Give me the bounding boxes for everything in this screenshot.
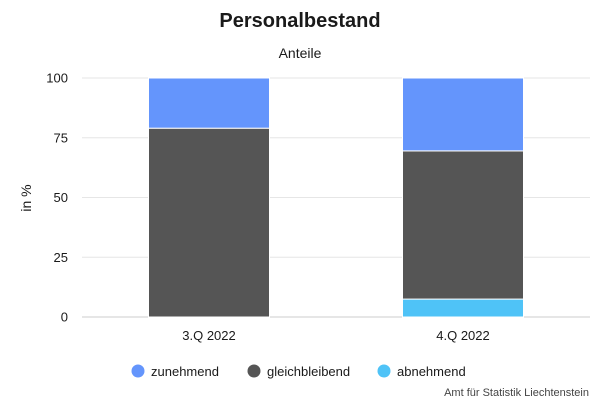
legend-label: gleichbleibend <box>267 364 350 379</box>
legend: zunehmend gleichbleibend abnehmend <box>131 364 466 379</box>
y-tick-label: 25 <box>54 250 68 265</box>
chart-subtitle: Anteile <box>279 45 322 61</box>
y-tick-label: 100 <box>46 71 68 86</box>
bar-segment-zunehmend-0[interactable] <box>148 77 270 129</box>
x-tick-label: 3.Q 2022 <box>182 328 236 343</box>
y-axis-label: in % <box>18 184 34 211</box>
bar-segment-abnehmend-1[interactable] <box>402 298 524 318</box>
legend-marker-abnehmend <box>377 364 391 378</box>
legend-label: abnehmend <box>397 364 466 379</box>
bar-segment-gleichbleibend-0[interactable] <box>148 127 270 318</box>
bar-segment-gleichbleibend-1[interactable] <box>402 150 524 300</box>
bar-segment-zunehmend-1[interactable] <box>402 77 524 152</box>
bars <box>148 77 524 318</box>
legend-label: zunehmend <box>151 364 219 379</box>
chart-title: Personalbestand <box>219 10 380 32</box>
x-tick-label: 4.Q 2022 <box>436 328 490 343</box>
legend-marker-gleichbleibend <box>247 364 261 378</box>
legend-marker-zunehmend <box>131 364 145 378</box>
credit-text[interactable]: Amt für Statistik Liechtenstein <box>444 387 589 399</box>
y-tick-label: 75 <box>54 130 68 145</box>
legend-item-gleichbleibend[interactable]: gleichbleibend <box>247 364 351 379</box>
tick-labels: 0 25 50 75 100 3.Q 2022 4.Q 2022 <box>46 71 489 344</box>
legend-item-abnehmend[interactable]: abnehmend <box>377 364 466 379</box>
y-tick-label: 0 <box>61 310 68 325</box>
y-tick-label: 50 <box>54 190 68 205</box>
legend-item-zunehmend[interactable]: zunehmend <box>131 364 219 379</box>
